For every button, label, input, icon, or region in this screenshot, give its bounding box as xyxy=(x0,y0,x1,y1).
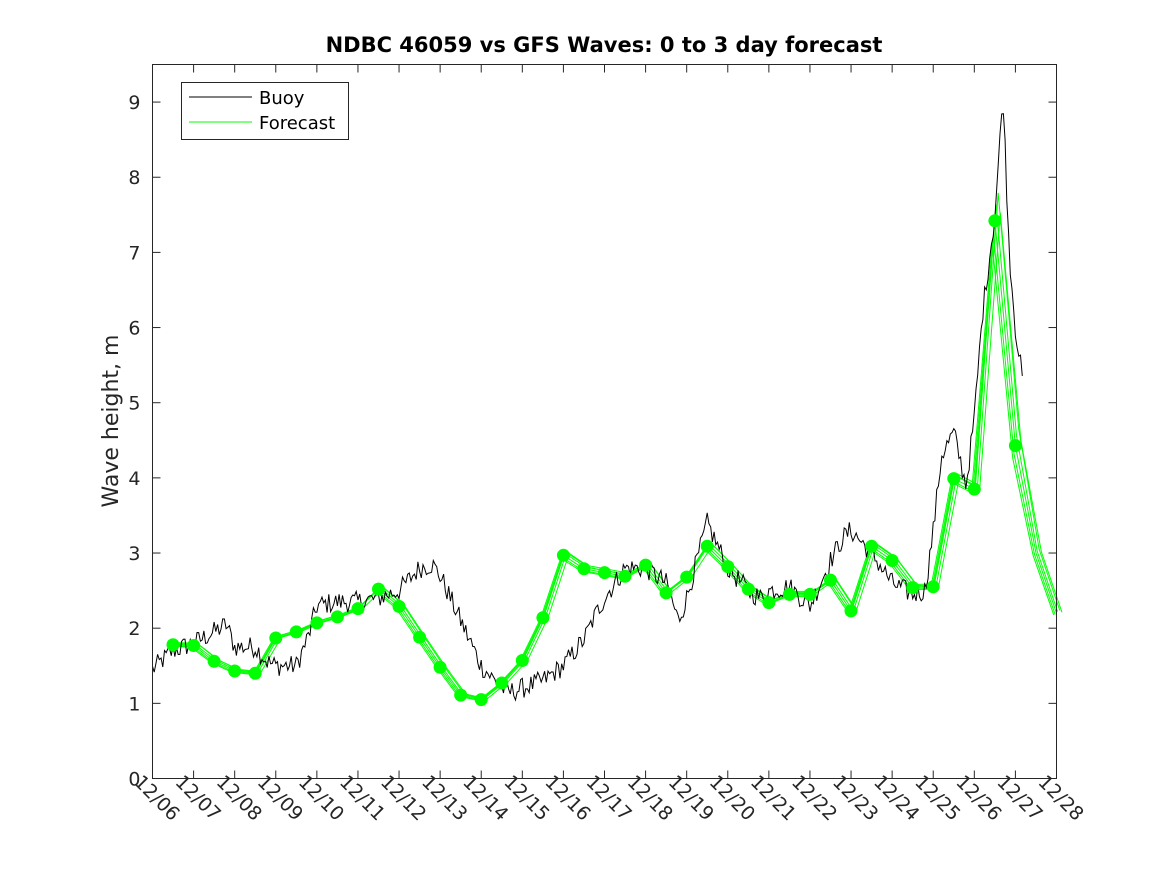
forecast-point xyxy=(1008,439,1022,453)
y-tick-label: 6 xyxy=(128,318,140,340)
forecast-point xyxy=(762,596,776,610)
buoy-series-line xyxy=(152,113,1023,702)
forecast-point xyxy=(454,688,468,702)
legend-box xyxy=(181,82,349,140)
forecast-point xyxy=(577,562,591,576)
y-tick-label: 9 xyxy=(128,92,140,114)
forecast-point xyxy=(207,654,221,668)
forecast-point xyxy=(741,582,755,596)
forecast-point xyxy=(495,676,509,690)
forecast-point xyxy=(680,570,694,584)
forecast-point xyxy=(803,587,817,601)
legend-buoy-label: Buoy xyxy=(259,88,305,109)
forecast-point xyxy=(289,625,303,639)
forecast-point xyxy=(351,602,365,616)
forecast-point xyxy=(392,599,406,613)
forecast-point xyxy=(187,639,201,652)
forecast-point xyxy=(988,214,1002,228)
forecast-point xyxy=(865,539,879,553)
forecast-point xyxy=(556,548,570,562)
forecast-point xyxy=(413,630,427,644)
forecast-point xyxy=(967,482,981,496)
forecast-point xyxy=(598,566,611,580)
forecast-point xyxy=(372,582,385,596)
forecast-point xyxy=(824,573,837,587)
plot-area xyxy=(152,113,1063,707)
forecast-point xyxy=(926,580,940,594)
legend: Buoy Forecast xyxy=(181,82,349,140)
forecast-point xyxy=(618,569,632,583)
y-tick-label: 0 xyxy=(128,769,140,791)
chart-title: NDBC 46059 vs GFS Waves: 0 to 3 day fore… xyxy=(326,33,883,57)
forecast-point xyxy=(700,539,714,553)
forecast-point xyxy=(474,693,488,707)
forecast-point xyxy=(721,560,735,574)
y-tick-label: 2 xyxy=(128,618,140,640)
forecast-point xyxy=(433,660,447,674)
forecast-point xyxy=(310,616,324,630)
forecast-point xyxy=(166,638,180,652)
y-axis-ticks: 0 1 2 3 4 5 6 7 8 9 xyxy=(128,92,1057,791)
forecast-point xyxy=(228,664,242,678)
y-tick-label: 3 xyxy=(128,543,140,565)
y-tick-label: 7 xyxy=(128,242,140,264)
forecast-point xyxy=(906,581,920,595)
forecast-point xyxy=(947,472,961,486)
y-tick-label: 4 xyxy=(128,468,140,490)
forecast-point xyxy=(269,631,283,645)
forecast-point xyxy=(782,587,796,601)
forecast-point xyxy=(844,604,858,618)
y-tick-label: 8 xyxy=(128,167,140,189)
y-tick-label: 1 xyxy=(128,693,140,715)
forecast-point xyxy=(885,554,899,567)
forecast-point xyxy=(515,654,529,667)
forecast-point xyxy=(659,586,673,600)
legend-forecast-label: Forecast xyxy=(259,113,335,134)
forecast-point xyxy=(639,558,653,572)
forecast-point xyxy=(248,666,262,680)
forecast-point xyxy=(330,610,344,624)
forecast-point xyxy=(536,611,550,625)
y-axis-label: Wave height, m xyxy=(99,335,124,508)
y-tick-label: 5 xyxy=(128,393,140,415)
